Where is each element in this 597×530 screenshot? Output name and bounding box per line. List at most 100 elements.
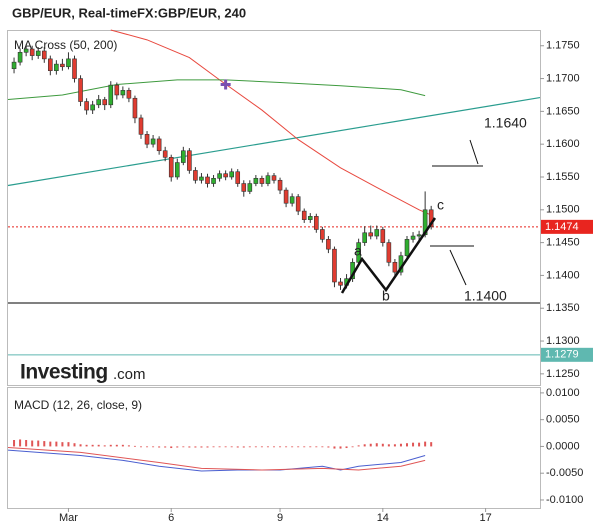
candle-body — [156, 138, 162, 152]
candle-body — [60, 63, 65, 68]
last-price-label: 1.1474 — [545, 221, 579, 233]
y-tick-label: 0.0000 — [546, 440, 580, 452]
macd-histogram-bar — [357, 445, 360, 447]
macd-histogram-bar — [170, 446, 173, 449]
candle-body — [374, 229, 380, 237]
candle-body — [144, 134, 150, 145]
y-tick-label: 1.1250 — [546, 368, 580, 380]
candle-body — [205, 176, 210, 184]
y-tick-label: 1.1700 — [546, 72, 580, 84]
macd-histogram-bar — [73, 443, 76, 447]
candle-body — [320, 229, 325, 240]
target-up-label: 1.1640 — [484, 115, 527, 131]
macd-histogram-bar — [200, 446, 203, 448]
candle-body — [241, 183, 247, 192]
point-label: a — [354, 243, 362, 259]
macd-histogram-bar — [381, 443, 384, 447]
x-tick-label: 6 — [168, 512, 174, 524]
macd-histogram-bar — [266, 446, 269, 448]
logo-brand: Investing — [20, 361, 108, 384]
macd-histogram-bar — [309, 446, 312, 448]
macd-histogram-bar — [224, 446, 227, 448]
macd-histogram-bar — [140, 446, 142, 448]
point-label: c — [437, 197, 444, 213]
candle-body — [416, 234, 422, 237]
last-price-label-box — [541, 219, 593, 234]
candle-body — [108, 84, 114, 106]
macd-histogram-bar — [49, 441, 52, 447]
macd-histogram-bar — [345, 446, 348, 449]
candle-body — [168, 157, 174, 178]
macd-histogram-bar — [333, 446, 336, 449]
candle-body — [174, 162, 180, 178]
macd-histogram-bar — [79, 444, 82, 447]
candle-body — [368, 232, 374, 237]
target-up-pointer — [469, 139, 479, 165]
macd-histogram-bar — [254, 446, 257, 448]
candle-body — [332, 248, 337, 283]
logo: Investing .com — [20, 361, 146, 384]
y-tick-label: 1.1500 — [546, 204, 580, 216]
macd-histogram-bar — [236, 446, 239, 448]
y-tick-label: -0.0100 — [546, 494, 583, 506]
macd-histogram-bar — [121, 444, 124, 447]
macd-histogram-bar — [351, 446, 354, 448]
candle-body — [150, 138, 156, 145]
y-tick-label: 0.0100 — [546, 387, 580, 399]
macd-histogram-bar — [31, 440, 34, 447]
macd-histogram-bar — [412, 442, 415, 447]
logo-suffix: .com — [113, 366, 146, 383]
candle-body — [235, 171, 241, 184]
macd-histogram-bar — [152, 446, 155, 448]
candle-body — [386, 242, 392, 263]
candle-body — [120, 90, 126, 96]
candle-body — [162, 150, 168, 158]
macd-histogram-bar — [242, 446, 245, 448]
y-tick-label: 0.0050 — [546, 414, 580, 426]
macd-histogram-bar — [164, 446, 167, 448]
candle-body — [277, 179, 283, 191]
macd-histogram-bar — [273, 446, 275, 448]
plot: 1.1750 1.1700 1.1650 1.1600 1.1550 1.1500 1.14… — [7, 29, 593, 524]
y-tick-label: 1.1600 — [546, 138, 580, 150]
candle-body — [96, 99, 101, 106]
candle-body — [90, 104, 95, 111]
candle-body — [229, 171, 234, 178]
macd-histogram-bar — [248, 446, 251, 448]
macd-histogram-bar — [279, 446, 282, 448]
macd-histogram-bar — [406, 443, 408, 447]
candle-body — [84, 101, 89, 111]
macd-histogram-bar — [176, 446, 179, 448]
candle-body — [259, 177, 265, 184]
point-label: b — [382, 288, 390, 304]
candle-body — [132, 97, 138, 119]
x-tick-label: 14 — [377, 512, 389, 524]
candle-body — [126, 90, 132, 99]
candle-body — [362, 232, 367, 243]
macd-histogram-bar — [43, 441, 46, 447]
macd-histogram-bar — [91, 444, 94, 447]
macd-histogram-bar — [25, 440, 28, 447]
moving-average — [110, 29, 432, 216]
macd-histogram-bar — [194, 446, 197, 448]
price-panel-frame — [7, 30, 541, 386]
candle-body — [102, 99, 108, 106]
macd-histogram-bar — [393, 444, 396, 447]
candle-body — [247, 183, 253, 192]
candle-body — [23, 48, 29, 53]
macd-histogram-bar — [424, 441, 427, 447]
macd-histogram-bar — [315, 446, 318, 448]
y-tick-label: 1.1650 — [546, 105, 580, 117]
macd-histogram-bar — [97, 444, 100, 447]
candle-body — [410, 235, 416, 240]
candle-body — [41, 50, 47, 60]
candle-body — [271, 175, 277, 181]
macd-histogram-bar — [327, 446, 330, 448]
y-tick-label: 1.1750 — [546, 40, 580, 52]
candle-body — [253, 177, 259, 184]
candle-body — [211, 177, 216, 184]
x-tick-label: 9 — [277, 512, 283, 524]
macd-histogram-bar — [67, 442, 70, 447]
candle-body — [187, 150, 192, 171]
